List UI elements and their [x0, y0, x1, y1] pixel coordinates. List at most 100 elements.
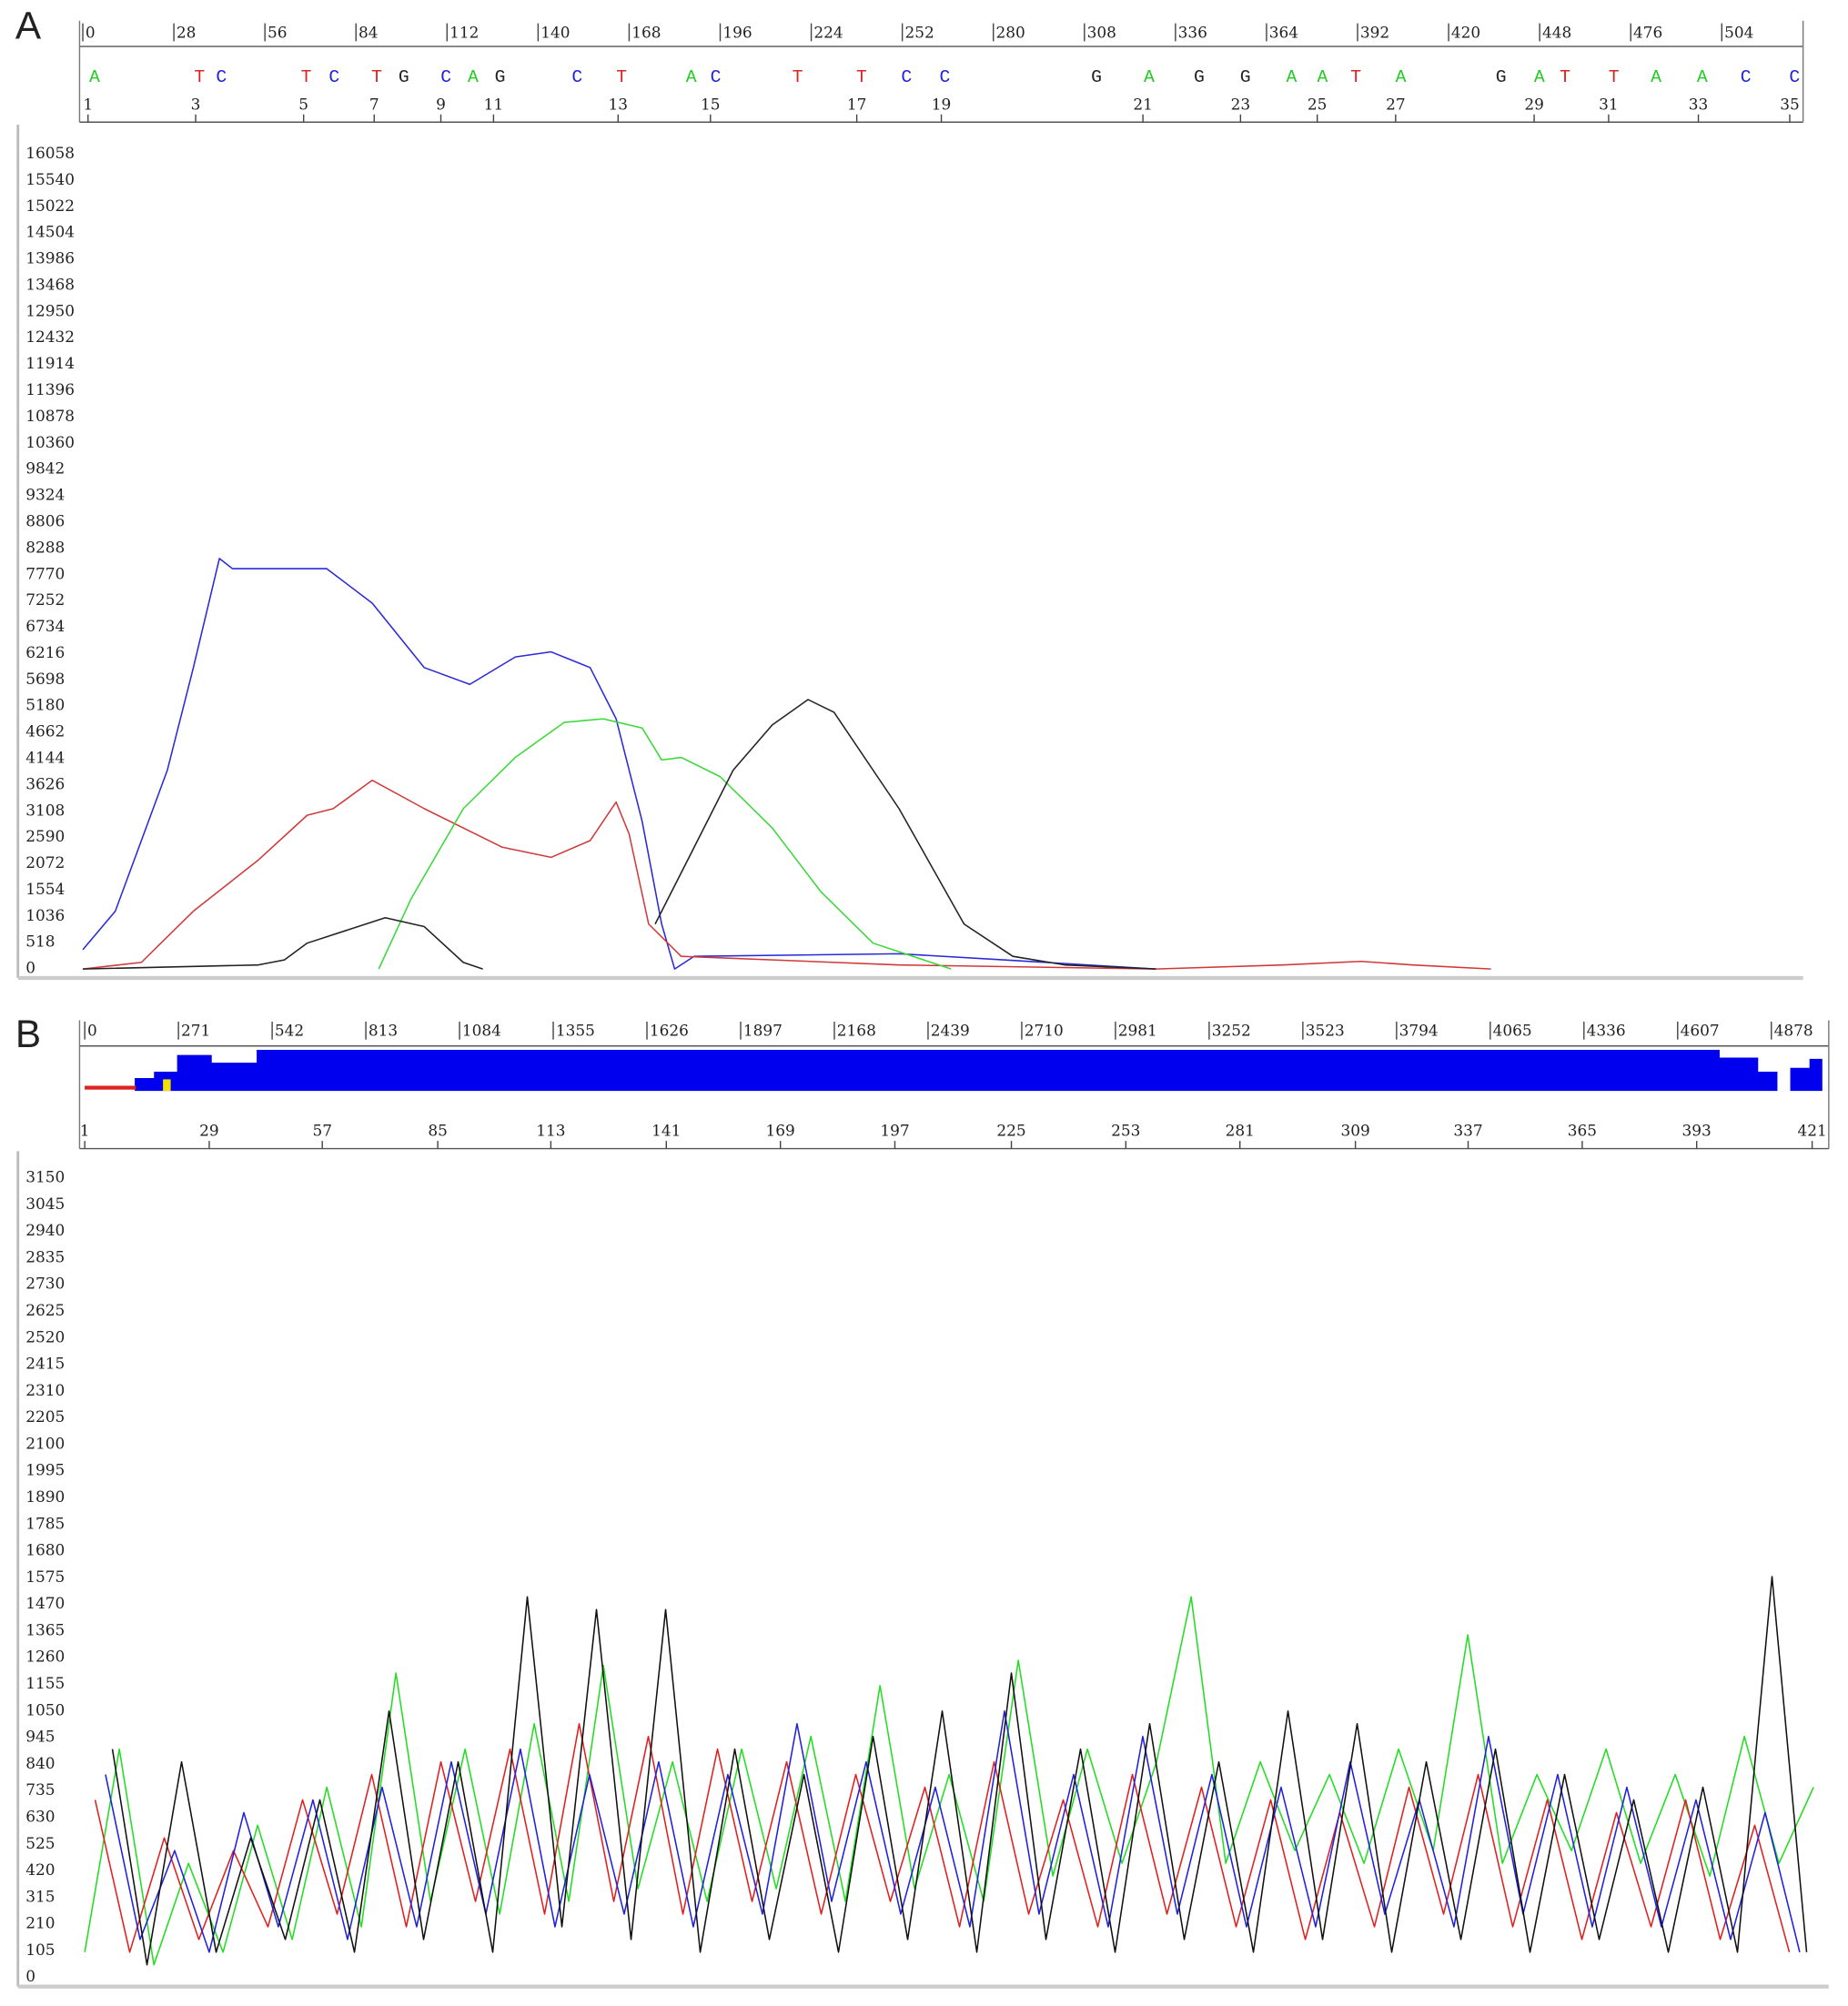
y-tick-label: 15540	[25, 170, 75, 188]
base-call: A	[1651, 67, 1661, 87]
base-number: 9	[436, 95, 446, 113]
trace	[94, 1722, 1791, 1953]
x-tick-label: 542	[275, 1022, 304, 1040]
x-tick-label: 271	[181, 1022, 210, 1040]
base-call: C	[940, 67, 951, 87]
y-tick-label: 4662	[25, 722, 65, 741]
x-tick-label: 504	[1724, 23, 1753, 41]
x-tick-label: 336	[1178, 23, 1207, 41]
base-call: G	[1240, 67, 1251, 87]
base-number: 33	[1689, 95, 1709, 113]
x-tick-label: 2981	[1118, 1022, 1157, 1040]
y-tick-label: 630	[25, 1807, 55, 1825]
y-tick-label: 9324	[25, 486, 65, 504]
base-call: T	[1609, 67, 1620, 87]
base-number: 57	[312, 1122, 332, 1140]
y-tick-label: 4144	[25, 748, 65, 766]
base-number: 421	[1797, 1122, 1826, 1140]
x-tick-label: 476	[1633, 23, 1662, 41]
y-tick-label: 2730	[25, 1275, 65, 1293]
y-tick-label: 2072	[25, 853, 65, 872]
trace	[82, 558, 1156, 970]
y-tick-label: 7252	[25, 590, 65, 609]
y-tick-label: 6734	[25, 617, 65, 635]
x-tick-label: 140	[540, 23, 570, 41]
base-number: 365	[1568, 1122, 1597, 1140]
y-tick-label: 1785	[25, 1514, 65, 1532]
y-tick-label: 1036	[25, 906, 65, 924]
y-tick-label: 8806	[25, 511, 65, 529]
base-call: A	[1144, 67, 1155, 87]
y-tick-label: 1554	[25, 880, 65, 898]
y-tick-label: 10360	[25, 433, 75, 451]
base-call: G	[399, 67, 409, 87]
y-tick-label: 945	[25, 1728, 55, 1746]
base-number: 393	[1682, 1122, 1712, 1140]
base-number: 197	[880, 1122, 909, 1140]
x-tick-label: 1897	[743, 1022, 783, 1040]
base-call: G	[1496, 67, 1507, 87]
y-tick-label: 13468	[25, 275, 75, 293]
panel-label: B	[15, 1013, 41, 1055]
y-tick-label: 420	[25, 1860, 55, 1879]
x-tick-label: 1355	[556, 1022, 595, 1040]
y-tick-label: 1890	[25, 1487, 65, 1506]
x-tick-label: 0	[87, 1022, 97, 1040]
x-tick-label: 280	[996, 23, 1025, 41]
y-tick-label: 12432	[25, 328, 75, 346]
base-number: 23	[1231, 95, 1251, 113]
x-tick-label: 28	[177, 23, 197, 41]
base-number: 337	[1453, 1122, 1482, 1140]
y-tick-label: 525	[25, 1834, 55, 1852]
base-call: T	[1350, 67, 1361, 87]
y-tick-label: 2415	[25, 1355, 65, 1373]
x-tick-label: 3794	[1399, 1022, 1439, 1040]
base-number: 29	[1524, 95, 1544, 113]
x-tick-label: 2439	[931, 1022, 970, 1040]
base-call: G	[1194, 67, 1205, 87]
y-tick-label: 11396	[25, 380, 75, 398]
x-tick-label: 1626	[650, 1022, 689, 1040]
base-call: A	[1396, 67, 1407, 87]
base-call: T	[793, 67, 803, 87]
base-number: 7	[369, 95, 379, 113]
x-tick-label: 3523	[1306, 1022, 1345, 1040]
base-call: T	[301, 67, 312, 87]
trace	[378, 718, 952, 970]
y-tick-label: 1680	[25, 1541, 65, 1559]
base-call: C	[711, 67, 722, 87]
x-tick-label: 448	[1542, 23, 1571, 41]
panel-label: A	[15, 4, 42, 46]
x-tick-label: 56	[268, 23, 288, 41]
x-tick-label: 2168	[837, 1022, 876, 1040]
y-tick-label: 2310	[25, 1381, 65, 1399]
y-tick-label: 2590	[25, 827, 65, 845]
base-call: A	[89, 67, 100, 87]
y-tick-label: 735	[25, 1780, 55, 1799]
y-tick-label: 15022	[25, 197, 75, 215]
y-tick-label: 3150	[25, 1168, 65, 1186]
trace	[82, 779, 1491, 970]
y-tick-label: 315	[25, 1887, 55, 1905]
y-tick-label: 2625	[25, 1301, 65, 1319]
y-tick-label: 210	[25, 1914, 55, 1932]
y-tick-label: 1260	[25, 1648, 65, 1666]
x-tick-label: 196	[722, 23, 752, 41]
base-number: 253	[1111, 1122, 1140, 1140]
x-tick-label: 1084	[462, 1022, 501, 1040]
y-tick-label: 11914	[25, 354, 75, 372]
base-call: A	[1534, 67, 1545, 87]
y-tick-label: 2520	[25, 1327, 65, 1346]
y-tick-label: 14504	[25, 223, 75, 241]
base-call: C	[440, 67, 451, 87]
base-number: 21	[1133, 95, 1153, 113]
x-tick-label: 252	[904, 23, 934, 41]
base-call: T	[194, 67, 205, 87]
trace	[111, 1576, 1808, 1966]
y-tick-label: 5180	[25, 696, 65, 714]
base-call: C	[328, 67, 339, 87]
y-tick-label: 518	[25, 932, 55, 951]
base-number: 309	[1340, 1122, 1369, 1140]
